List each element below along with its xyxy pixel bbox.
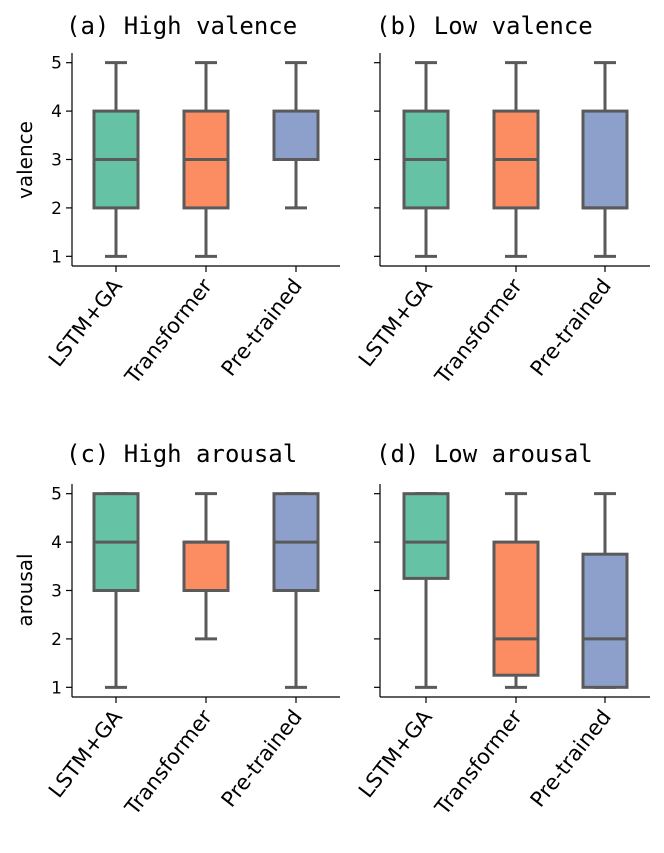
y-tick-label: 5: [51, 485, 62, 505]
box-transformer: [182, 492, 230, 641]
box-lstm-ga: [402, 61, 450, 258]
box-pre-trained: [272, 492, 320, 689]
y-tick-label: 3: [51, 151, 62, 171]
y-tick-label: 1: [51, 247, 62, 267]
x-tick-label: Pre-trained: [526, 705, 616, 811]
x-tick-label: LSTM+GA: [44, 274, 127, 371]
box-transformer: [492, 61, 540, 258]
iqr-box: [581, 552, 629, 689]
panel-b-low-valence: (b) Low valence LSTM+GATransformerPre-tr…: [354, 12, 650, 389]
y-tick-label: 1: [51, 678, 62, 698]
y-tick-label: 2: [51, 199, 62, 219]
x-tick-label: LSTM+GA: [44, 705, 127, 802]
y-axis-label: arousal: [13, 553, 37, 626]
panel-title: (d) Low arousal: [376, 440, 593, 468]
panel-title: (a) High valence: [66, 12, 297, 40]
box-lstm-ga: [92, 61, 140, 258]
box-transformer: [492, 492, 540, 689]
box-pre-trained: [581, 61, 629, 258]
panel-title: (c) High arousal: [66, 440, 297, 468]
y-tick-label: 2: [51, 630, 62, 650]
panel-c-high-arousal: (c) High arousal arousal 1 2 3 4 5 LSTM+GATra…: [13, 440, 340, 820]
x-tick-label: Transformer: [120, 705, 217, 820]
panel-d-low-arousal: (d) Low arousal LSTM+GATransformerPre-tr…: [354, 440, 650, 820]
x-tick-label: Transformer: [430, 274, 527, 389]
iqr-box: [272, 109, 320, 162]
x-tick-label: LSTM+GA: [354, 274, 437, 371]
y-axis-label: valence: [13, 121, 37, 199]
box-pre-trained: [272, 61, 320, 210]
panel-title: (b) Low valence: [376, 12, 593, 40]
iqr-box: [492, 540, 540, 677]
y-tick-label: 4: [51, 102, 62, 122]
iqr-box: [581, 109, 629, 210]
x-tick-label: Transformer: [120, 274, 217, 389]
iqr-box: [402, 492, 450, 580]
x-tick-label: LSTM+GA: [354, 705, 437, 802]
x-tick-label: Pre-trained: [526, 274, 616, 380]
box-transformer: [182, 61, 230, 258]
y-tick-label: 4: [51, 533, 62, 553]
box-lstm-ga: [92, 492, 140, 689]
iqr-box: [182, 540, 230, 592]
x-tick-label: Transformer: [430, 705, 527, 820]
y-tick-label: 3: [51, 582, 62, 602]
x-tick-label: Pre-trained: [217, 274, 307, 380]
box-lstm-ga: [402, 492, 450, 689]
box-pre-trained: [581, 492, 629, 689]
y-tick-label: 5: [51, 54, 62, 74]
x-tick-label: Pre-trained: [217, 705, 307, 811]
panel-a-high-valence: (a) High valence valence 1 2 3 4 5 LSTM+GATra…: [13, 12, 340, 389]
